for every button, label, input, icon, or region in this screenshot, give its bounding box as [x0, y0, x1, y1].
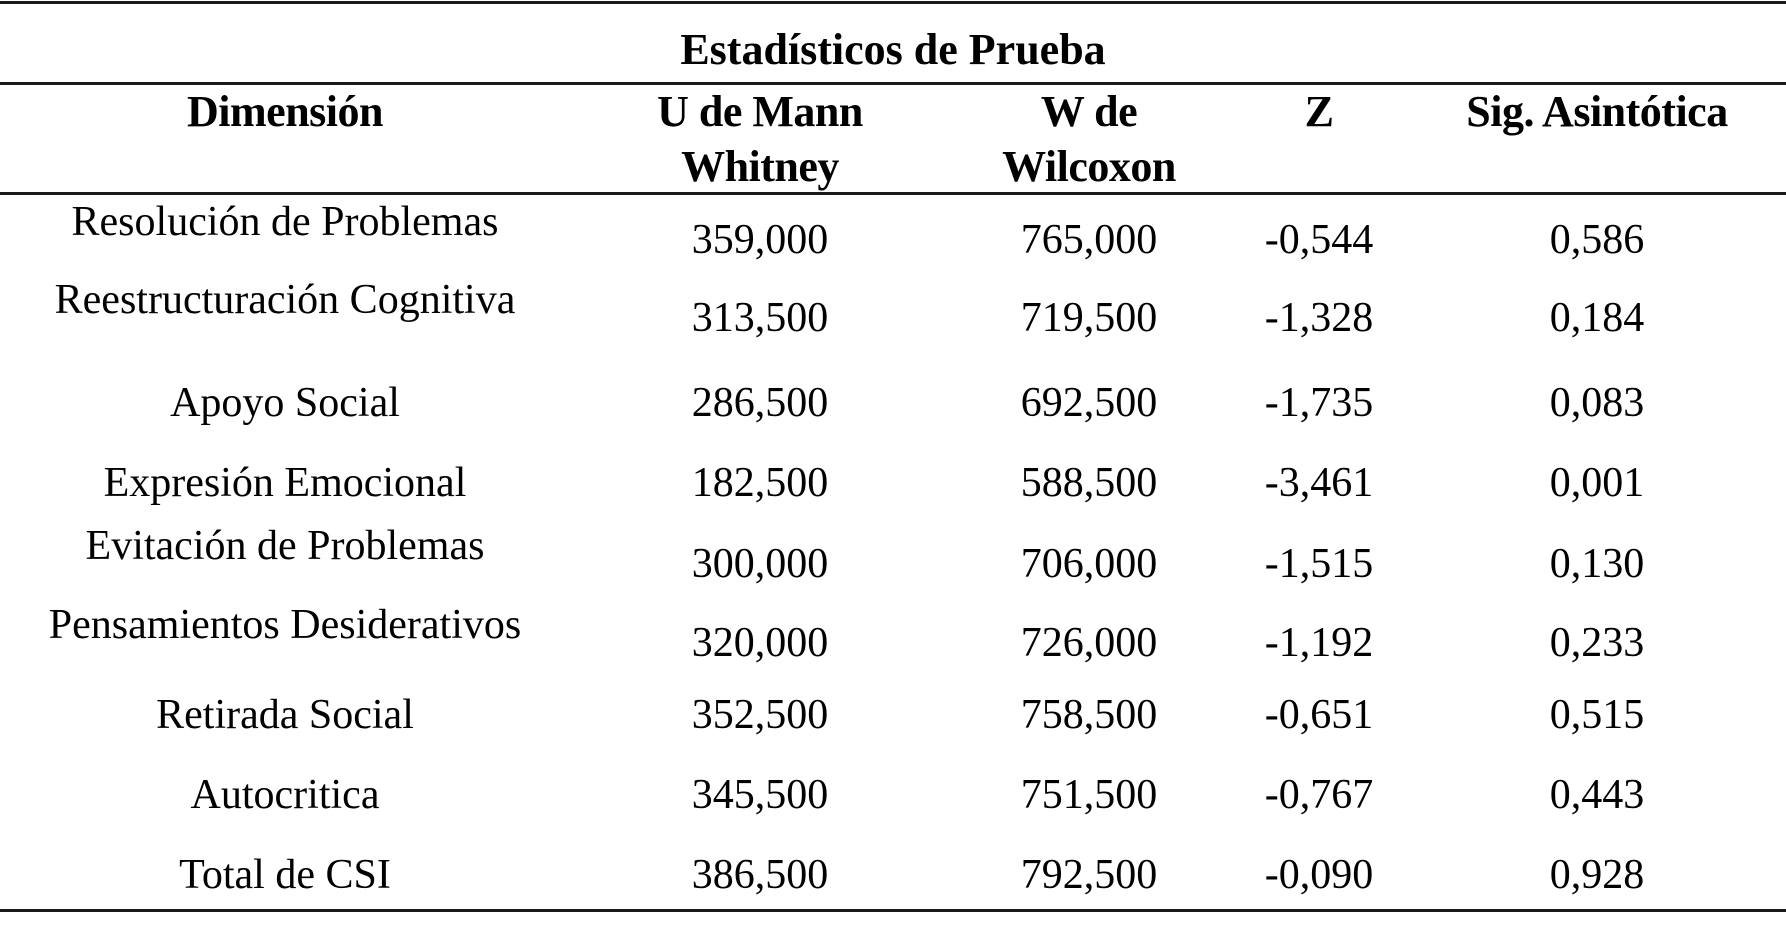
- cell-dimension: Evitación de Problemas: [85, 523, 485, 569]
- cell-dimension: Autocritica: [190, 772, 380, 818]
- cell-z: -0,651: [1264, 692, 1374, 738]
- cell-z: -1,735: [1264, 380, 1374, 426]
- cell-z: -1,515: [1264, 541, 1374, 587]
- table-title: Estadísticos de Prueba: [680, 25, 1106, 74]
- cell-u: 345,500: [691, 772, 829, 818]
- header-z: Z: [1304, 87, 1334, 136]
- cell-u: 286,500: [691, 380, 829, 426]
- header-dimension: Dimensión: [187, 87, 383, 136]
- cell-w: 692,500: [1020, 380, 1158, 426]
- cell-sig: 0,083: [1549, 380, 1645, 426]
- cell-sig: 0,443: [1549, 772, 1645, 818]
- cell-z: -0,767: [1264, 772, 1374, 818]
- title-rule: [0, 82, 1786, 85]
- cell-u: 359,000: [691, 217, 829, 263]
- cell-sig: 0,928: [1549, 852, 1645, 898]
- cell-dimension: Apoyo Social: [170, 380, 400, 426]
- header-u-mann-whitney-line1: U de Mann: [657, 87, 863, 136]
- cell-u: 182,500: [691, 460, 829, 506]
- cell-sig: 0,586: [1549, 217, 1645, 263]
- cell-u: 386,500: [691, 852, 829, 898]
- header-sig-asintotica: Sig. Asintótica: [1466, 87, 1728, 136]
- cell-dimension: Resolución de Problemas: [71, 199, 499, 245]
- cell-u: 313,500: [691, 295, 829, 341]
- bottom-rule: [0, 909, 1786, 912]
- cell-z: -1,328: [1264, 295, 1374, 341]
- cell-w: 765,000: [1020, 217, 1158, 263]
- cell-sig: 0,184: [1549, 295, 1645, 341]
- cell-dimension: Total de CSI: [179, 852, 391, 898]
- cell-dimension: Reestructuración Cognitiva: [54, 277, 516, 323]
- cell-w: 792,500: [1020, 852, 1158, 898]
- cell-u: 300,000: [691, 541, 829, 587]
- cell-sig: 0,233: [1549, 620, 1645, 666]
- cell-w: 719,500: [1020, 295, 1158, 341]
- top-rule: [0, 1, 1786, 4]
- header-w-wilcoxon-line2: Wilcoxon: [1002, 142, 1176, 191]
- cell-w: 706,000: [1020, 541, 1158, 587]
- header-u-mann-whitney-line2: Whitney: [681, 142, 839, 191]
- cell-z: -0,544: [1264, 217, 1374, 263]
- cell-w: 588,500: [1020, 460, 1158, 506]
- header-w-wilcoxon-line1: W de: [1040, 87, 1138, 136]
- cell-sig: 0,130: [1549, 541, 1645, 587]
- cell-w: 751,500: [1020, 772, 1158, 818]
- cell-u: 352,500: [691, 692, 829, 738]
- cell-sig: 0,515: [1549, 692, 1645, 738]
- cell-dimension: Retirada Social: [156, 692, 414, 738]
- cell-w: 726,000: [1020, 620, 1158, 666]
- cell-w: 758,500: [1020, 692, 1158, 738]
- cell-z: -0,090: [1264, 852, 1374, 898]
- header-rule: [0, 192, 1786, 195]
- cell-z: -1,192: [1264, 620, 1374, 666]
- cell-u: 320,000: [691, 620, 829, 666]
- cell-z: -3,461: [1264, 460, 1374, 506]
- cell-dimension: Expresión Emocional: [103, 460, 467, 506]
- cell-sig: 0,001: [1549, 460, 1645, 506]
- cell-dimension: Pensamientos Desiderativos: [48, 602, 522, 648]
